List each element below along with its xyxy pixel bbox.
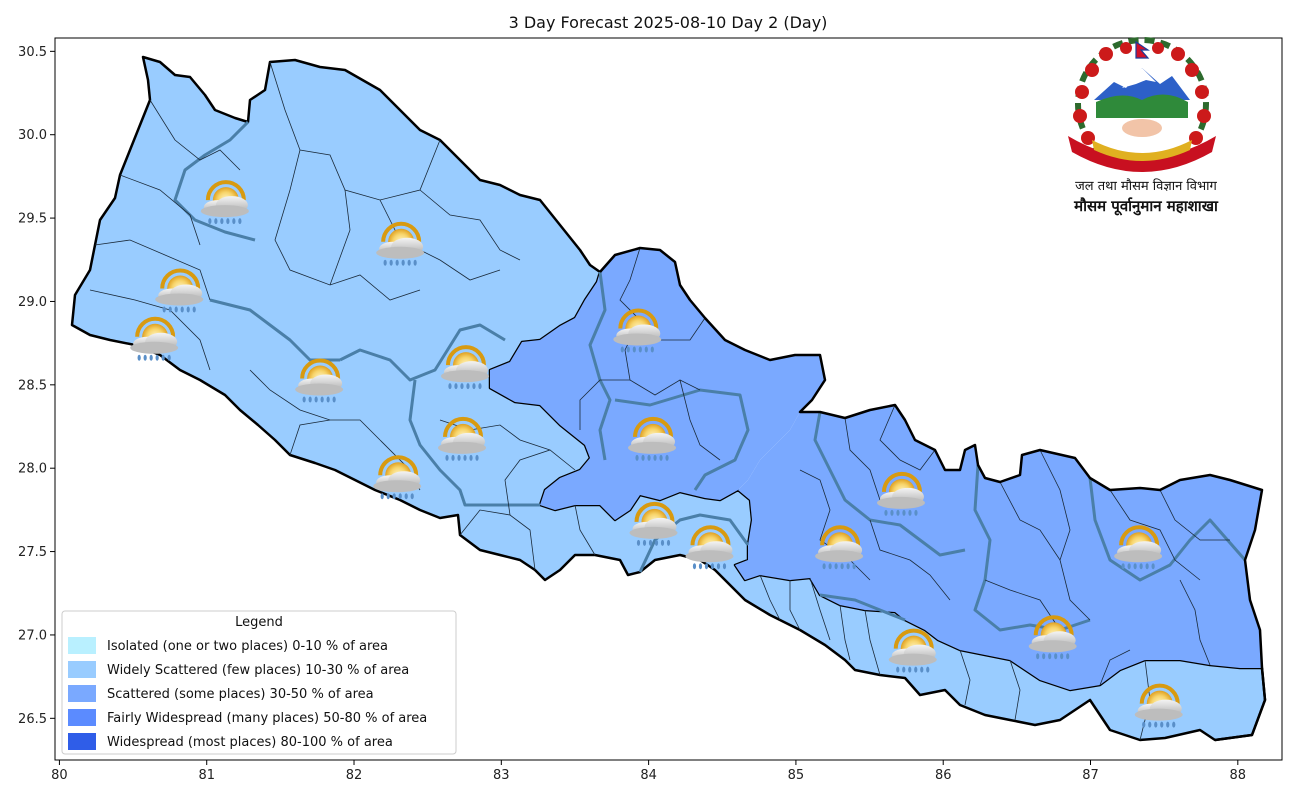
nepal-map bbox=[70, 55, 1267, 742]
legend-label: Widespread (most places) 80-100 % of are… bbox=[107, 735, 393, 750]
logo-division-name: मौसम पूर्वानुमान महाशाखा bbox=[1073, 197, 1219, 216]
x-tick-label: 85 bbox=[788, 768, 805, 783]
hills-icon bbox=[1096, 94, 1188, 118]
x-tick-label: 87 bbox=[1082, 768, 1099, 783]
y-tick-label: 30.5 bbox=[18, 45, 47, 60]
handshake-icon bbox=[1122, 119, 1162, 137]
seal-ribbon bbox=[1068, 136, 1216, 172]
x-axis: 80 81 82 83 84 85 86 87 88 bbox=[51, 760, 1246, 783]
legend-swatch bbox=[68, 733, 96, 750]
logo-department-name: जल तथा मौसम विज्ञान विभाग bbox=[1075, 178, 1217, 194]
x-tick-label: 84 bbox=[640, 768, 657, 783]
legend-box bbox=[61, 610, 457, 755]
y-tick-label: 28.5 bbox=[18, 378, 47, 393]
x-tick-label: 80 bbox=[51, 768, 68, 783]
y-tick-label: 29.5 bbox=[18, 212, 47, 227]
legend-swatch bbox=[68, 661, 96, 678]
mountain-icon bbox=[1094, 68, 1190, 100]
region-central-east-scattered bbox=[735, 405, 1262, 690]
legend-swatch bbox=[68, 685, 96, 702]
x-tick-label: 81 bbox=[198, 768, 215, 783]
chart-title: 3 Day Forecast 2025-08-10 Day 2 (Day) bbox=[509, 13, 828, 32]
y-tick-label: 27.0 bbox=[18, 628, 47, 643]
nepal-flag-icon bbox=[1135, 40, 1150, 59]
legend-label: Widely Scattered (few places) 10-30 % of… bbox=[107, 663, 409, 678]
legend: Legend Isolated (one or two places) 0-10… bbox=[61, 610, 457, 755]
legend-label: Fairly Widespread (many places) 50-80 % … bbox=[107, 711, 427, 726]
y-tick-label: 27.5 bbox=[18, 545, 47, 560]
x-tick-label: 86 bbox=[935, 768, 952, 783]
legend-label: Scattered (some places) 30-50 % of area bbox=[107, 687, 374, 702]
y-tick-label: 29.0 bbox=[18, 295, 47, 310]
x-tick-label: 83 bbox=[493, 768, 510, 783]
legend-title: Legend bbox=[235, 615, 283, 630]
legend-swatch bbox=[68, 709, 96, 726]
nepal-outline-east bbox=[599, 246, 1267, 742]
x-tick-label: 88 bbox=[1230, 768, 1247, 783]
y-axis: 30.5 30.0 29.5 29.0 28.5 28.0 27.5 27.0 26.5 bbox=[18, 45, 55, 727]
legend-label: Isolated (one or two places) 0-10 % of a… bbox=[107, 639, 388, 654]
y-tick-label: 26.5 bbox=[18, 712, 47, 727]
region-central-scattered bbox=[490, 248, 825, 520]
y-tick-label: 30.0 bbox=[18, 128, 47, 143]
x-tick-label: 82 bbox=[346, 768, 363, 783]
department-logo bbox=[1068, 37, 1216, 172]
legend-swatch bbox=[68, 637, 96, 654]
y-tick-label: 28.0 bbox=[18, 462, 47, 477]
